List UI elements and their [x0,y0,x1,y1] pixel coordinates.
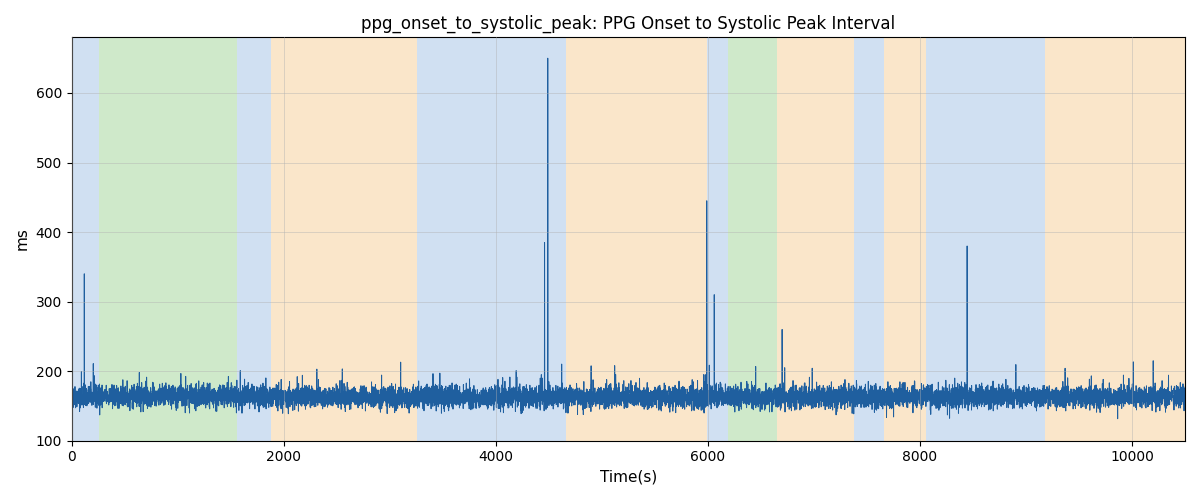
X-axis label: Time(s): Time(s) [600,470,656,485]
Bar [418,38,456,440]
Bar [854,38,884,440]
Bar [884,38,926,440]
Bar [456,38,565,440]
Title: ppg_onset_to_systolic_peak: PPG Onset to Systolic Peak Interval: ppg_onset_to_systolic_peak: PPG Onset to… [361,15,895,34]
Bar [565,38,707,440]
Y-axis label: ms: ms [16,228,30,250]
Bar [271,38,418,440]
Bar [1045,38,1186,440]
Bar [707,38,728,440]
Bar [776,38,854,440]
Bar [926,38,1045,440]
Bar [100,38,238,440]
Bar [238,38,271,440]
Bar [728,38,776,440]
Bar [72,38,100,440]
